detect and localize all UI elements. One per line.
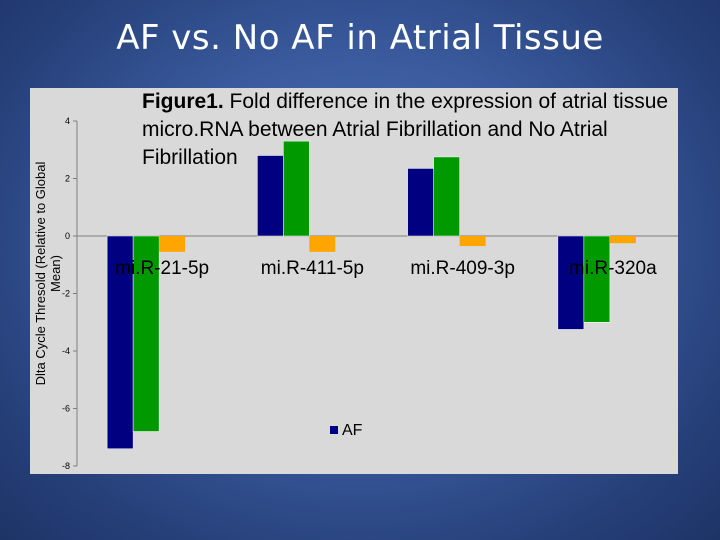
slide-title: AF vs. No AF in Atrial Tissue: [116, 18, 604, 58]
y-tick-label: -2: [62, 289, 70, 299]
bar: [283, 140, 310, 237]
legend-swatch: [330, 426, 338, 434]
y-tick-label: -6: [62, 404, 70, 414]
chart-panel: 4 2 0 -2 -4 -6 -8 Dlta Cycle Thresold (Relative…: [30, 88, 678, 474]
figure-caption-text: Fold difference in the expression of atr…: [142, 90, 669, 169]
bar: [459, 236, 486, 247]
bar: [257, 155, 284, 237]
bar: [159, 236, 186, 252]
figure-number: Figure1.: [142, 90, 224, 113]
bar: [309, 236, 336, 252]
bar: [583, 235, 611, 323]
y-tick-label: 4: [65, 116, 70, 126]
bar-chart: 4 2 0 -2 -4 -6 -8 Dlta Cycle Thresold (Relative…: [33, 116, 678, 471]
bar: [132, 235, 160, 432]
bar: [407, 168, 434, 237]
x-category-label: mi.R-21-5p: [115, 258, 209, 279]
legend-label: AF: [342, 422, 363, 439]
x-category-label: mi.R-409-3p: [410, 258, 515, 279]
y-axis-label: Mean): [48, 255, 63, 292]
y-tick-label: -8: [62, 461, 70, 471]
bar: [433, 156, 460, 237]
figure-caption: Figure1. Fold difference in the expressi…: [142, 88, 672, 172]
y-tick-label: -4: [62, 346, 70, 356]
y-tick-label: 0: [65, 231, 70, 241]
bar: [609, 236, 636, 244]
x-category-label: mi.R-320a: [569, 258, 657, 279]
y-tick-label: 2: [65, 174, 70, 184]
y-axis-label: Dlta Cycle Thresold (Relative to Global: [33, 162, 48, 386]
x-category-label: mi.R-411-5p: [261, 258, 364, 279]
bar: [557, 235, 585, 330]
bar: [106, 235, 134, 449]
